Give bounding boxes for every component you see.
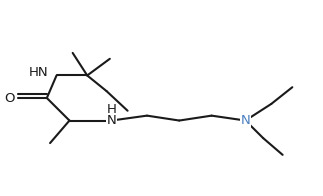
Text: H: H: [107, 103, 116, 116]
Text: O: O: [5, 92, 15, 104]
Text: HN: HN: [29, 66, 48, 79]
Text: N: N: [107, 114, 116, 127]
Text: N: N: [241, 114, 250, 127]
